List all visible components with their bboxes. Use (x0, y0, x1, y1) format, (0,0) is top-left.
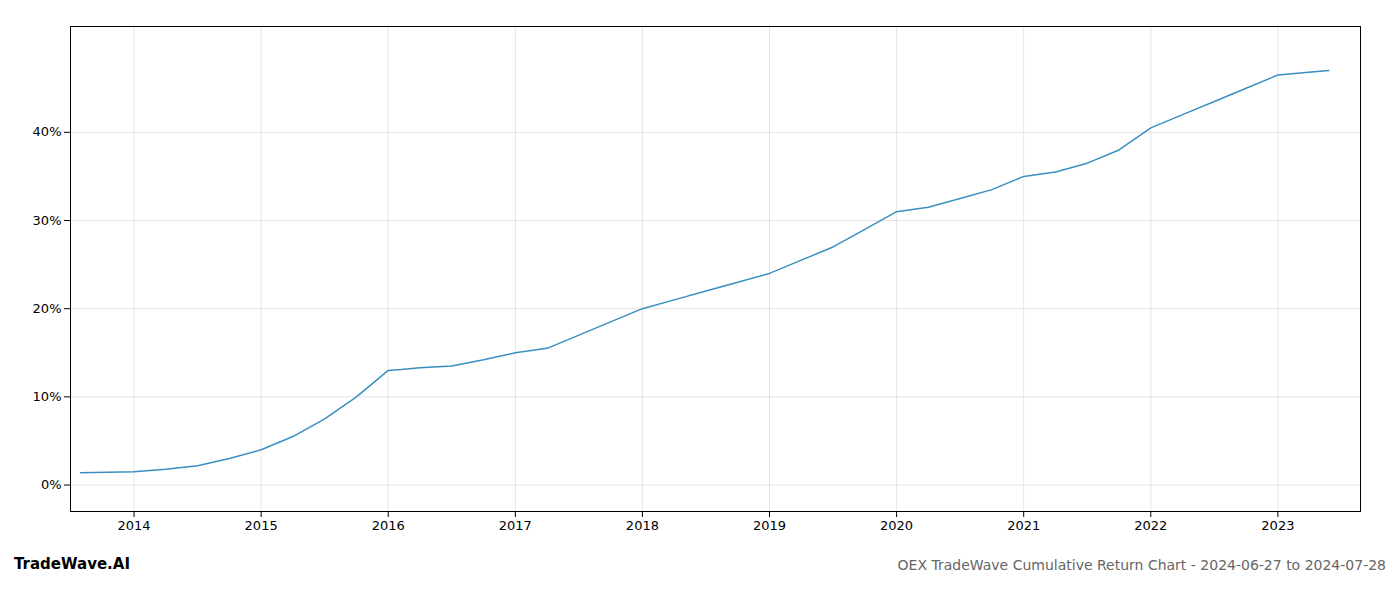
svg-text:2023: 2023 (1261, 518, 1294, 533)
svg-text:2022: 2022 (1134, 518, 1167, 533)
svg-text:2018: 2018 (626, 518, 659, 533)
html-text:OEX TradeWave Cumulative Retur: OEX TradeWave Cumulative Return Chart - … (897, 557, 1386, 573)
svg-text:20%: 20% (33, 301, 62, 316)
svg-text:30%: 30% (33, 213, 62, 228)
svg-text:2017: 2017 (499, 518, 532, 533)
svg-text:2016: 2016 (372, 518, 405, 533)
svg-text:0%: 0% (41, 477, 62, 492)
svg-text:2019: 2019 (753, 518, 786, 533)
svg-text:2020: 2020 (880, 518, 913, 533)
html-text:TradeWave.AI: TradeWave.AI (14, 555, 130, 573)
svg-text:2015: 2015 (245, 518, 278, 533)
svg-text:40%: 40% (33, 124, 62, 139)
svg-text:10%: 10% (33, 389, 62, 404)
svg-text:2021: 2021 (1007, 518, 1040, 533)
svg-text:2014: 2014 (117, 518, 150, 533)
